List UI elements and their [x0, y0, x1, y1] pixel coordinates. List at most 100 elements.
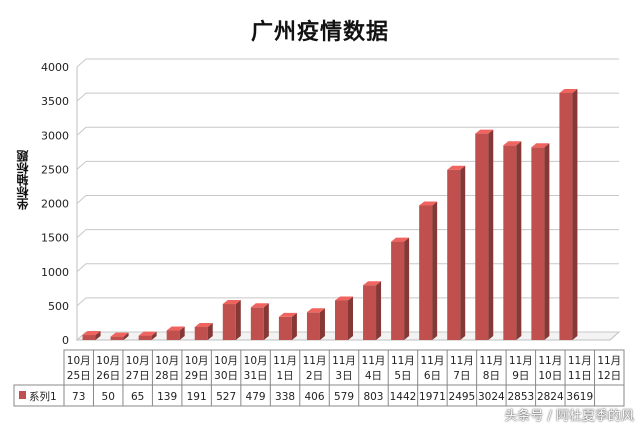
- x-tick-label: 11月: [450, 355, 474, 367]
- gridline: [76, 126, 619, 136]
- legend-swatch: [19, 391, 26, 399]
- bar-front: [194, 326, 208, 340]
- data-label: 527: [216, 391, 236, 403]
- bar-top: [250, 303, 269, 308]
- x-tick-label: 10日: [538, 370, 562, 382]
- x-tick-label: 27日: [126, 370, 150, 382]
- bar-front: [278, 316, 292, 340]
- x-tick-label: 11月: [420, 355, 444, 367]
- gridline: [76, 92, 619, 102]
- chart-title: 广州疫情数据: [250, 20, 389, 45]
- x-tick-label: 7日: [453, 370, 470, 382]
- bar-side: [516, 141, 522, 340]
- x-tick-label: 10月: [244, 355, 268, 367]
- bar-side: [404, 237, 410, 340]
- bar-front: [419, 205, 433, 340]
- y-tick-label: 1500: [41, 232, 69, 245]
- bar-top: [419, 201, 438, 206]
- x-tick-label: 11月: [303, 355, 327, 367]
- bar-side: [376, 281, 382, 340]
- x-tick-label: 1日: [276, 370, 293, 382]
- data-label: 65: [131, 391, 144, 403]
- data-label: 1442: [390, 391, 417, 403]
- y-tick-label: 500: [48, 300, 69, 313]
- bar-front: [531, 147, 545, 340]
- data-label: 406: [305, 391, 325, 403]
- bar-side: [123, 332, 129, 340]
- bar-side: [263, 303, 269, 340]
- bar-front: [82, 335, 96, 340]
- bar-top: [335, 296, 353, 301]
- bar-top: [166, 326, 185, 331]
- data-label: 2853: [507, 391, 534, 403]
- gridline: [76, 297, 619, 307]
- bar-top: [363, 281, 382, 286]
- bar-front: [363, 285, 377, 340]
- x-tick-label: 12日: [597, 370, 621, 382]
- y-tick-label: 2500: [41, 163, 69, 176]
- bar-top: [194, 322, 213, 327]
- bar-side: [460, 165, 466, 340]
- bar-side: [544, 143, 550, 340]
- data-label: 338: [275, 391, 295, 403]
- bar-side: [179, 326, 185, 340]
- x-tick-label: 5日: [394, 370, 411, 382]
- bar-front: [166, 330, 180, 340]
- x-tick-label: 11月: [332, 355, 356, 367]
- y-tick-label: 3000: [41, 129, 69, 142]
- bar-side: [151, 331, 157, 340]
- x-tick-label: 10月: [185, 355, 209, 367]
- x-tick-label: 29日: [185, 370, 209, 382]
- bar-top: [82, 331, 101, 336]
- x-tick-label: 11月: [568, 355, 592, 367]
- bar-front: [559, 93, 573, 340]
- table-data-row: [13, 384, 625, 407]
- watermark: 头条号 / 阿杜夏季的风: [504, 409, 634, 424]
- bar-top: [391, 237, 410, 242]
- x-tick-label: 9日: [512, 370, 529, 382]
- x-tick-label: 2日: [306, 370, 323, 382]
- x-tick-label: 3日: [335, 370, 352, 382]
- bar-top: [531, 143, 550, 148]
- bar-front: [110, 336, 124, 340]
- data-label: 2495: [449, 391, 476, 403]
- x-tick-label: 11月: [509, 355, 533, 367]
- data-label: 579: [334, 391, 354, 403]
- bar-front: [503, 145, 517, 340]
- bar-front: [447, 169, 461, 340]
- x-tick-label: 11月: [273, 355, 297, 367]
- x-tick-label: 10月: [155, 355, 179, 367]
- y-tick-label: 0: [62, 334, 69, 347]
- gridline: [76, 160, 619, 170]
- data-label: 139: [157, 391, 177, 403]
- bar-top: [222, 300, 241, 305]
- bar-top: [278, 312, 297, 317]
- bar-side: [95, 331, 101, 340]
- y-tick-label: 2000: [41, 198, 69, 211]
- bar-top: [110, 332, 129, 337]
- data-label: 1971: [419, 391, 446, 403]
- x-tick-label: 10月: [126, 355, 150, 367]
- bar-front: [335, 300, 348, 340]
- gridline: [76, 229, 619, 238]
- gridline: [76, 195, 619, 204]
- data-label: 2824: [537, 391, 564, 403]
- gridline: [76, 263, 619, 273]
- bar-top: [503, 141, 522, 146]
- x-tick-label: 6日: [424, 370, 441, 382]
- x-tick-label: 31日: [244, 370, 268, 382]
- bar-front: [222, 304, 236, 340]
- bar-front: [138, 335, 152, 340]
- data-label: 3024: [478, 391, 505, 403]
- bar-side: [488, 129, 494, 340]
- bar-top: [447, 165, 466, 170]
- data-label: 50: [102, 391, 115, 403]
- data-label: 73: [72, 391, 85, 403]
- bar-front: [475, 133, 489, 340]
- bar-front: [250, 307, 264, 340]
- x-tick-label: 30日: [214, 370, 238, 382]
- bar-side: [572, 89, 578, 340]
- x-tick-label: 28日: [155, 370, 179, 382]
